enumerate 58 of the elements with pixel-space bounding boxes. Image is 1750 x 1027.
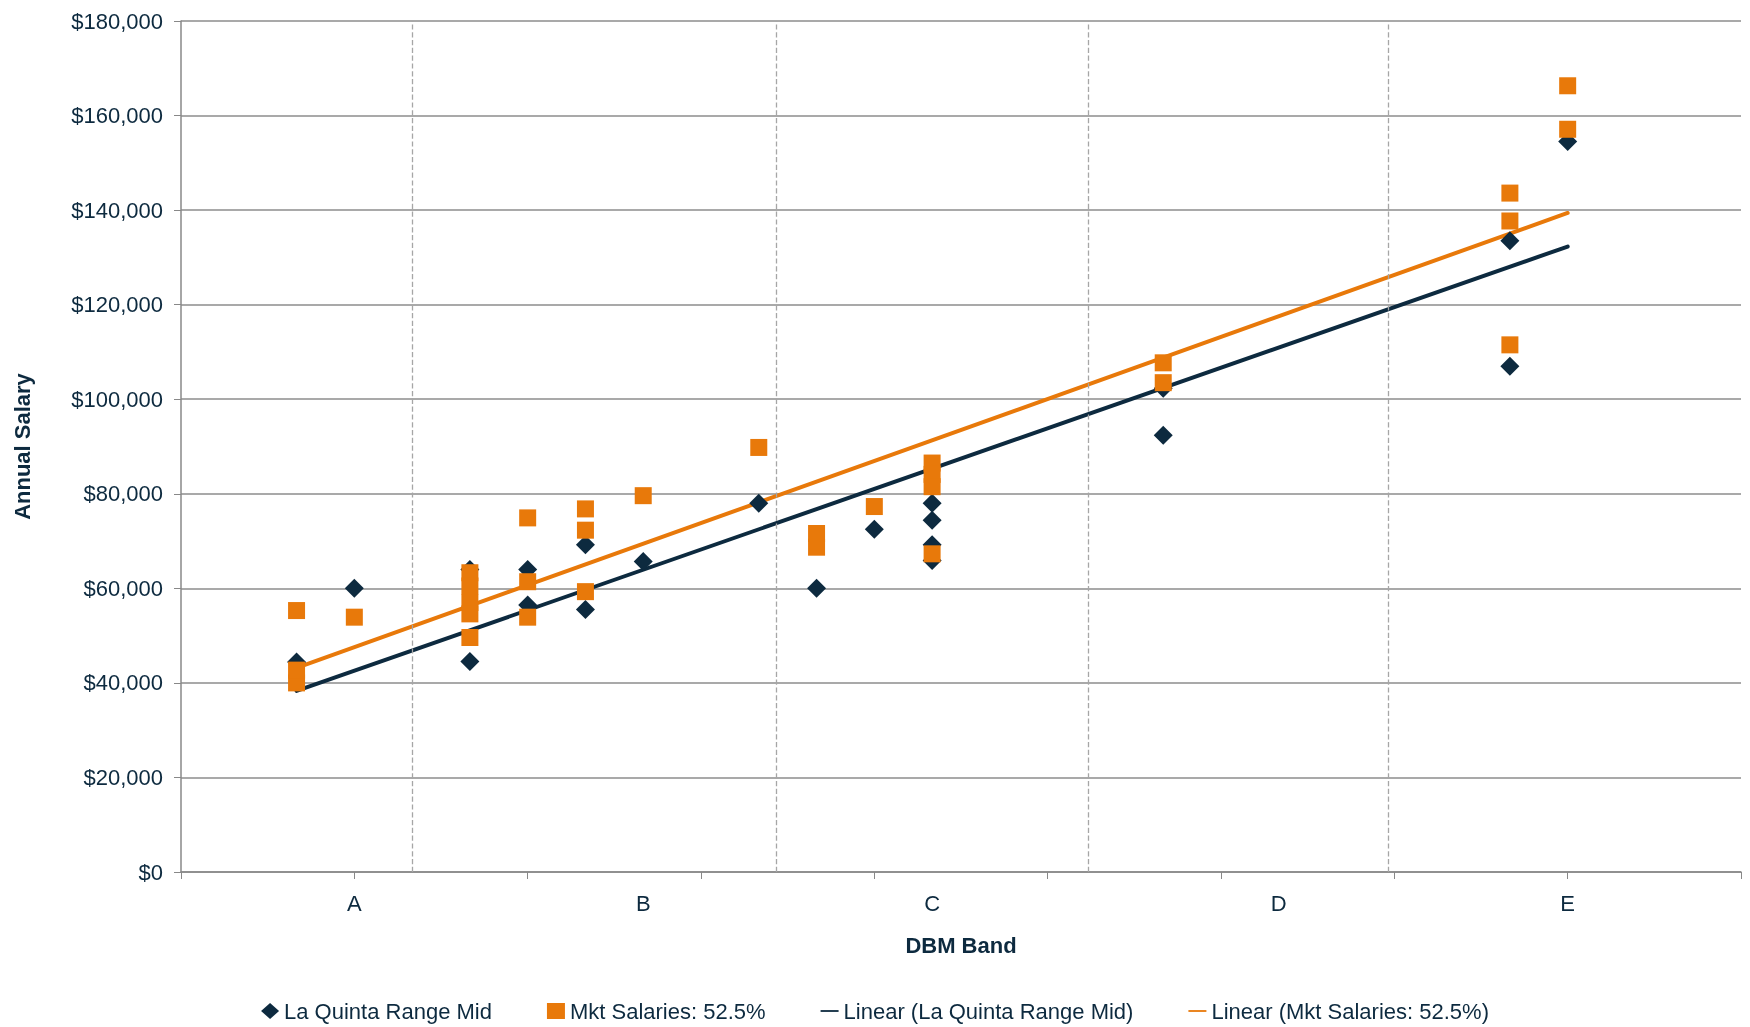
- point: [519, 608, 537, 626]
- y-tick-label: $180,000: [71, 8, 163, 34]
- point: [865, 498, 883, 516]
- x-tick-label: E: [1560, 890, 1576, 916]
- point: [1154, 354, 1172, 372]
- point: [923, 545, 941, 563]
- point: [519, 509, 537, 527]
- point: [1500, 356, 1520, 376]
- y-tick-label: $160,000: [71, 103, 163, 129]
- point: [1153, 425, 1173, 445]
- point: [461, 605, 479, 623]
- point: [1501, 184, 1519, 202]
- point: [345, 608, 363, 626]
- y-tick-label: $120,000: [71, 292, 163, 318]
- legend-label: Mkt Salaries: 52.5%: [569, 998, 766, 1024]
- point: [633, 551, 653, 571]
- point: [922, 493, 942, 513]
- point: [1501, 212, 1519, 230]
- point: [1500, 231, 1520, 251]
- legend-label: Linear (Mkt Salaries: 52.5%): [1211, 998, 1489, 1024]
- point: [864, 519, 884, 539]
- y-tick-label: $80,000: [83, 481, 163, 507]
- y-tick-label: $0: [138, 859, 163, 885]
- legend-label: Linear (La Quinta Range Mid): [843, 998, 1134, 1024]
- point: [461, 629, 479, 646]
- y-tick-label: $140,000: [71, 197, 163, 223]
- point: [1559, 120, 1577, 138]
- x-tick-label: B: [635, 890, 651, 916]
- x-tick-label: A: [346, 890, 362, 916]
- legend-label: La Quinta Range Mid: [284, 998, 492, 1024]
- point: [288, 661, 306, 679]
- y-tick-label: $60,000: [83, 575, 163, 601]
- point: [750, 438, 768, 456]
- x-tick-label: C: [924, 890, 941, 916]
- y-tick-label: $40,000: [83, 670, 163, 696]
- point: [519, 573, 537, 591]
- point: [576, 583, 594, 601]
- point: [1154, 374, 1172, 392]
- point: [460, 652, 480, 672]
- point: [808, 538, 826, 556]
- point: [576, 500, 594, 518]
- point: [576, 521, 594, 539]
- x-tick-label: D: [1270, 890, 1287, 916]
- point: [922, 510, 942, 530]
- point: [575, 600, 595, 620]
- point: [923, 478, 941, 496]
- point: [1501, 336, 1519, 354]
- y-tick-label: $100,000: [71, 386, 163, 412]
- point: [344, 578, 364, 598]
- point: [807, 578, 827, 598]
- x-axis-title: DBM Band: [905, 932, 1017, 958]
- point: [749, 493, 769, 513]
- point: [1559, 77, 1577, 95]
- point: [288, 602, 306, 620]
- y-axis-title: Annual Salary: [9, 372, 35, 520]
- point: [461, 577, 479, 595]
- y-tick-label: $20,000: [83, 764, 163, 790]
- point: [634, 487, 652, 505]
